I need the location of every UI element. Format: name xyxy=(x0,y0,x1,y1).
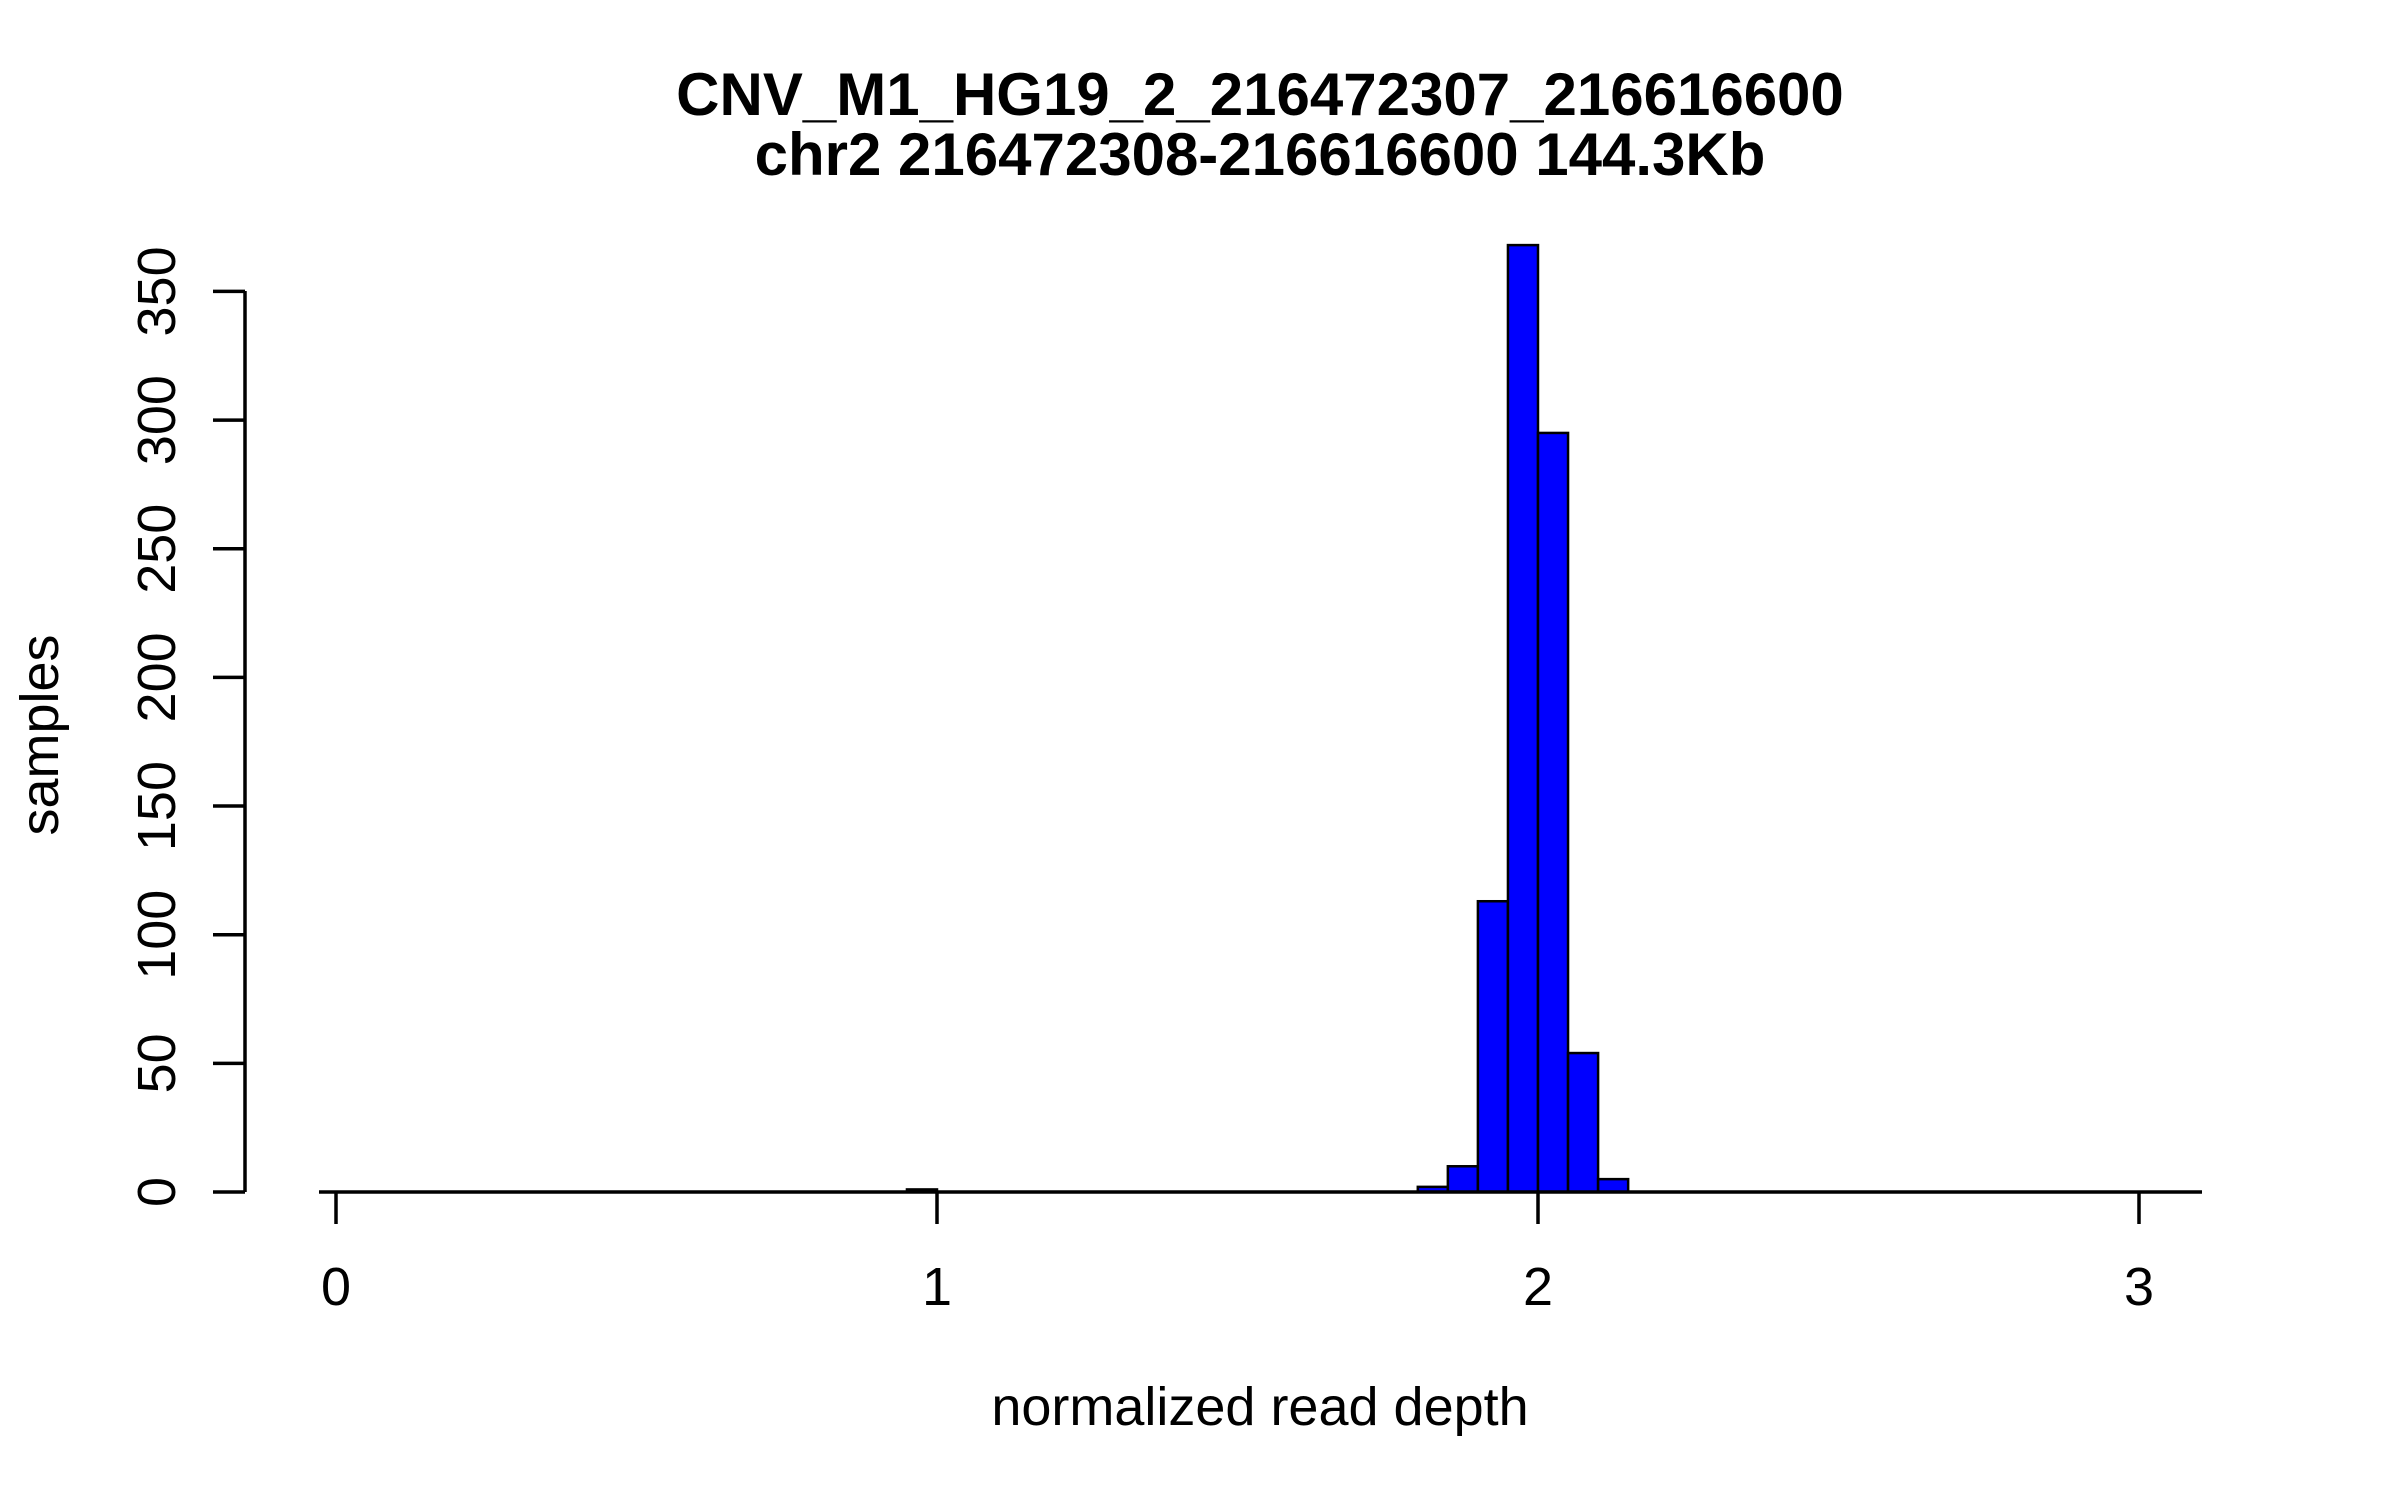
x-axis: 0 1 2 3 normalized read depth xyxy=(319,1190,2202,1437)
y-tick-label: 200 xyxy=(127,632,187,722)
y-tick-label: 250 xyxy=(127,504,187,594)
x-tick-label: 0 xyxy=(321,1257,351,1317)
histogram-bar xyxy=(1476,899,1510,1194)
plot-title-line1: CNV_M1_HG19_2_216472307_216616600 xyxy=(676,61,1844,128)
histogram-bar xyxy=(1446,1165,1480,1194)
histogram-bar xyxy=(1596,1177,1630,1194)
histogram-bars xyxy=(905,243,1630,1194)
histogram-bar xyxy=(1536,431,1570,1194)
y-axis-ticks: 0 50 100 150 200 250 300 350 xyxy=(127,246,245,1207)
histogram-bar xyxy=(1566,1051,1600,1194)
y-tick-label: 300 xyxy=(127,375,187,465)
y-axis: 0 50 100 150 200 250 300 350 samples xyxy=(10,246,247,1207)
x-axis-title: normalized read depth xyxy=(991,1377,1528,1437)
y-tick-label: 150 xyxy=(127,761,187,851)
y-tick-label: 350 xyxy=(127,246,187,336)
plot-title-line2: chr2 216472308-216616600 144.3Kb xyxy=(755,121,1766,188)
x-tick-label: 3 xyxy=(2124,1257,2154,1317)
x-tick-label: 2 xyxy=(1523,1257,1553,1317)
y-tick-label: 100 xyxy=(127,890,187,980)
plot-title-group: CNV_M1_HG19_2_216472307_216616600 chr2 2… xyxy=(676,61,1844,188)
x-tick-label: 1 xyxy=(922,1257,952,1317)
y-tick-label: 0 xyxy=(127,1177,187,1207)
histogram-bar xyxy=(1506,243,1540,1194)
y-axis-title: samples xyxy=(10,634,70,835)
x-axis-ticks: 0 1 2 3 xyxy=(321,1192,2154,1317)
y-tick-label: 50 xyxy=(127,1033,187,1093)
